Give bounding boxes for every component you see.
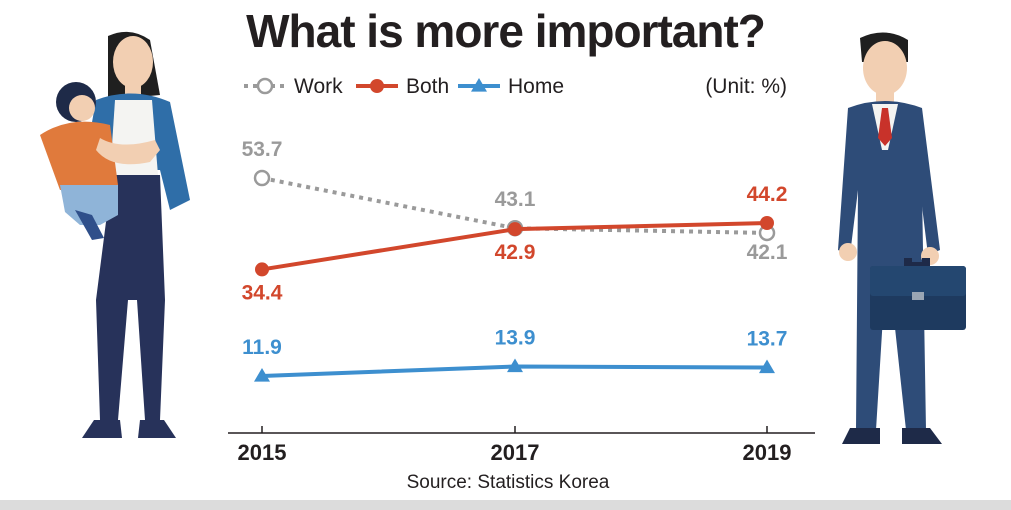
legend-label: Work [294,75,343,98]
x-tick-label: 2017 [491,440,540,465]
legend-swatch-marker [256,77,274,95]
data-label: 13.7 [747,327,788,350]
legend-item-both: Both [356,75,449,98]
data-label: 34.4 [242,281,283,304]
data-label: 43.1 [495,188,536,211]
unit-label: (Unit: %) [705,75,787,98]
data-point [759,359,775,374]
mother-child-illustration [40,31,190,438]
data-label: 11.9 [242,336,282,359]
data-point [507,358,523,373]
legend-item-home: Home [458,75,564,98]
legend-item-work: Work [244,75,343,98]
legend-label: Home [508,75,564,98]
bottom-divider [0,500,1011,510]
chart-legend: Work Both Home [244,75,564,98]
data-point [253,169,271,187]
series-both: 34.4 42.9 44.2 [242,183,788,304]
series-line [261,176,768,235]
legend-swatch-marker [370,79,384,93]
x-tick-label: 2019 [743,440,792,465]
data-label: 53.7 [242,138,283,161]
data-point [254,368,270,382]
data-label: 42.1 [747,241,788,264]
data-point [760,216,774,230]
x-axis-ticks: 2015 2017 2019 [238,426,792,465]
data-label: 42.9 [495,241,536,264]
data-label: 13.9 [495,327,536,350]
data-label: 44.2 [747,183,788,206]
chart-title: What is more important? [246,5,766,57]
data-point [508,222,522,237]
series-home: 11.9 13.9 13.7 [242,327,787,382]
x-tick-label: 2015 [238,440,287,465]
legend-swatch-marker [471,78,487,92]
data-point [255,262,269,277]
source-note: Source: Statistics Korea [407,472,610,493]
businessman-illustration [838,32,966,444]
series-layer: 53.7 43.1 42.1 34.4 42.9 44.2 11.9 13.9 13.7 [242,138,788,382]
legend-label: Both [406,75,449,98]
